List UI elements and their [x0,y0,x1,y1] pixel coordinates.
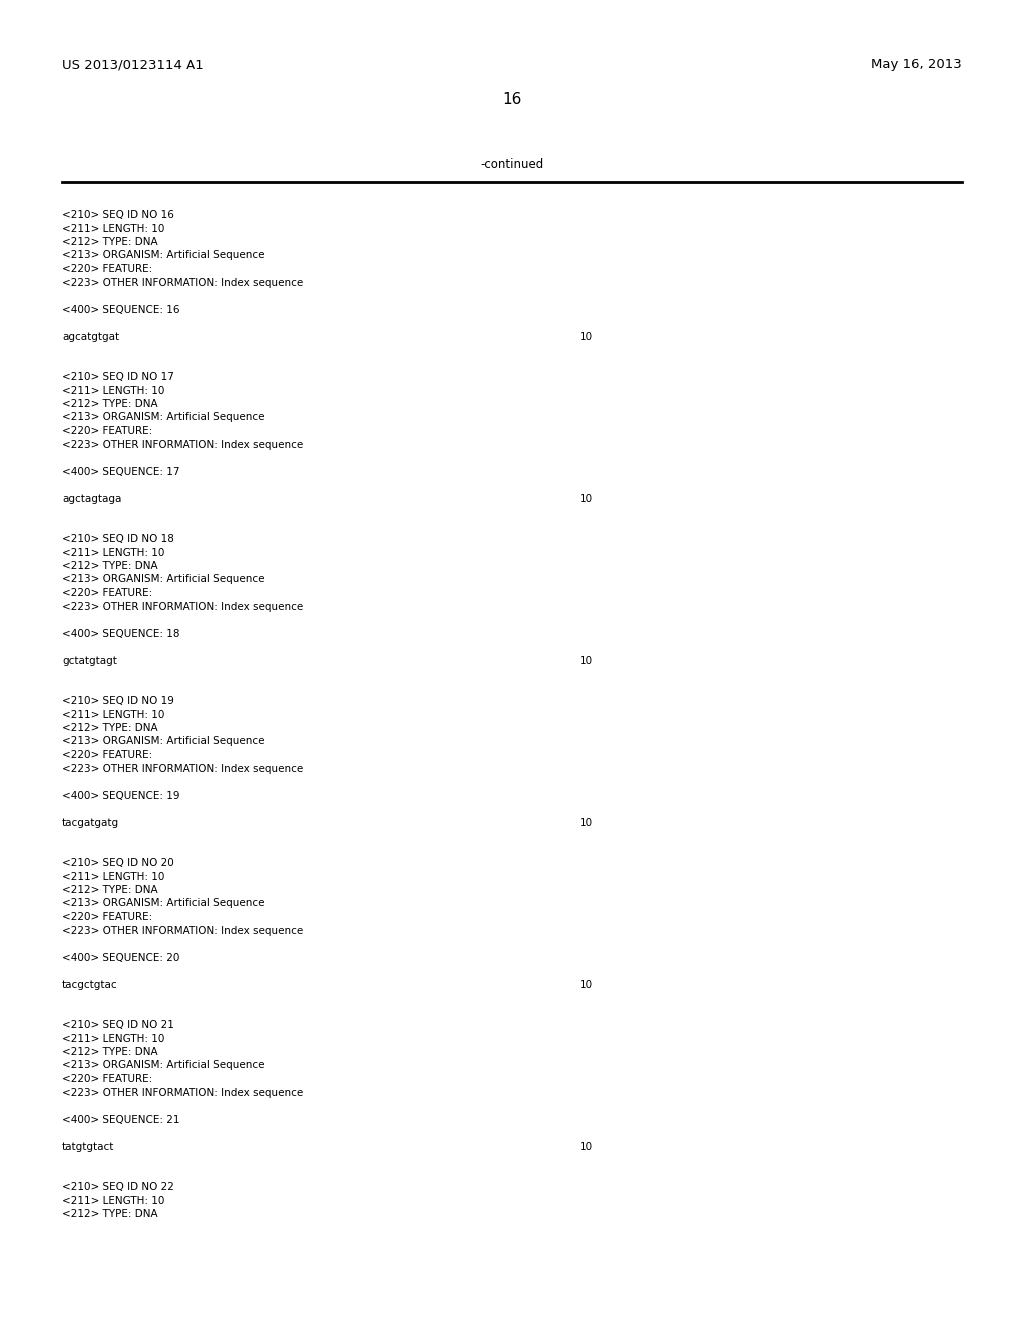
Text: agcatgtgat: agcatgtgat [62,331,119,342]
Text: agctagtaga: agctagtaga [62,494,122,503]
Text: <210> SEQ ID NO 17: <210> SEQ ID NO 17 [62,372,174,381]
Text: <212> TYPE: DNA: <212> TYPE: DNA [62,1209,158,1218]
Text: <210> SEQ ID NO 20: <210> SEQ ID NO 20 [62,858,174,869]
Text: <211> LENGTH: 10: <211> LENGTH: 10 [62,385,165,396]
Text: <220> FEATURE:: <220> FEATURE: [62,264,153,275]
Text: <213> ORGANISM: Artificial Sequence: <213> ORGANISM: Artificial Sequence [62,412,264,422]
Text: <220> FEATURE:: <220> FEATURE: [62,426,153,436]
Text: tatgtgtact: tatgtgtact [62,1142,115,1151]
Text: 10: 10 [580,494,593,503]
Text: 16: 16 [503,92,521,107]
Text: <210> SEQ ID NO 16: <210> SEQ ID NO 16 [62,210,174,220]
Text: US 2013/0123114 A1: US 2013/0123114 A1 [62,58,204,71]
Text: <400> SEQUENCE: 20: <400> SEQUENCE: 20 [62,953,179,962]
Text: <400> SEQUENCE: 21: <400> SEQUENCE: 21 [62,1114,179,1125]
Text: <223> OTHER INFORMATION: Index sequence: <223> OTHER INFORMATION: Index sequence [62,277,303,288]
Text: <223> OTHER INFORMATION: Index sequence: <223> OTHER INFORMATION: Index sequence [62,925,303,936]
Text: <223> OTHER INFORMATION: Index sequence: <223> OTHER INFORMATION: Index sequence [62,602,303,611]
Text: <223> OTHER INFORMATION: Index sequence: <223> OTHER INFORMATION: Index sequence [62,1088,303,1097]
Text: <213> ORGANISM: Artificial Sequence: <213> ORGANISM: Artificial Sequence [62,1060,264,1071]
Text: <212> TYPE: DNA: <212> TYPE: DNA [62,399,158,409]
Text: <210> SEQ ID NO 21: <210> SEQ ID NO 21 [62,1020,174,1030]
Text: <212> TYPE: DNA: <212> TYPE: DNA [62,238,158,247]
Text: <223> OTHER INFORMATION: Index sequence: <223> OTHER INFORMATION: Index sequence [62,440,303,450]
Text: tacgctgtac: tacgctgtac [62,979,118,990]
Text: tacgatgatg: tacgatgatg [62,817,119,828]
Text: 10: 10 [580,331,593,342]
Text: <213> ORGANISM: Artificial Sequence: <213> ORGANISM: Artificial Sequence [62,251,264,260]
Text: 10: 10 [580,979,593,990]
Text: <213> ORGANISM: Artificial Sequence: <213> ORGANISM: Artificial Sequence [62,899,264,908]
Text: <211> LENGTH: 10: <211> LENGTH: 10 [62,1196,165,1205]
Text: <223> OTHER INFORMATION: Index sequence: <223> OTHER INFORMATION: Index sequence [62,763,303,774]
Text: <211> LENGTH: 10: <211> LENGTH: 10 [62,710,165,719]
Text: <210> SEQ ID NO 22: <210> SEQ ID NO 22 [62,1181,174,1192]
Text: May 16, 2013: May 16, 2013 [871,58,962,71]
Text: 10: 10 [580,817,593,828]
Text: <220> FEATURE:: <220> FEATURE: [62,750,153,760]
Text: <210> SEQ ID NO 18: <210> SEQ ID NO 18 [62,535,174,544]
Text: <212> TYPE: DNA: <212> TYPE: DNA [62,884,158,895]
Text: <400> SEQUENCE: 18: <400> SEQUENCE: 18 [62,628,179,639]
Text: <400> SEQUENCE: 19: <400> SEQUENCE: 19 [62,791,179,800]
Text: <400> SEQUENCE: 16: <400> SEQUENCE: 16 [62,305,179,314]
Text: <220> FEATURE:: <220> FEATURE: [62,912,153,921]
Text: <211> LENGTH: 10: <211> LENGTH: 10 [62,871,165,882]
Text: <220> FEATURE:: <220> FEATURE: [62,1074,153,1084]
Text: <212> TYPE: DNA: <212> TYPE: DNA [62,561,158,572]
Text: <213> ORGANISM: Artificial Sequence: <213> ORGANISM: Artificial Sequence [62,737,264,747]
Text: <210> SEQ ID NO 19: <210> SEQ ID NO 19 [62,696,174,706]
Text: <213> ORGANISM: Artificial Sequence: <213> ORGANISM: Artificial Sequence [62,574,264,585]
Text: <212> TYPE: DNA: <212> TYPE: DNA [62,1047,158,1057]
Text: <211> LENGTH: 10: <211> LENGTH: 10 [62,548,165,557]
Text: <220> FEATURE:: <220> FEATURE: [62,587,153,598]
Text: 10: 10 [580,656,593,665]
Text: 10: 10 [580,1142,593,1151]
Text: <400> SEQUENCE: 17: <400> SEQUENCE: 17 [62,466,179,477]
Text: <211> LENGTH: 10: <211> LENGTH: 10 [62,1034,165,1044]
Text: -continued: -continued [480,158,544,172]
Text: <212> TYPE: DNA: <212> TYPE: DNA [62,723,158,733]
Text: gctatgtagt: gctatgtagt [62,656,117,665]
Text: <211> LENGTH: 10: <211> LENGTH: 10 [62,223,165,234]
